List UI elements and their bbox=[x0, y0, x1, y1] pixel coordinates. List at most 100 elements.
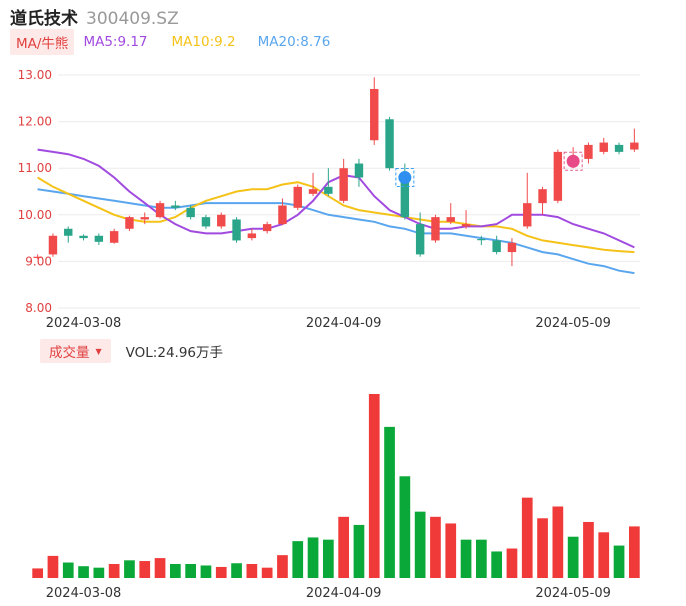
candle bbox=[125, 215, 134, 232]
candle-body bbox=[339, 168, 348, 201]
candle-body bbox=[324, 186, 333, 194]
volume-bar bbox=[460, 539, 472, 578]
candle bbox=[538, 186, 547, 215]
candle-body bbox=[507, 242, 517, 253]
candle bbox=[155, 200, 165, 219]
candle-body bbox=[201, 217, 211, 227]
candle bbox=[477, 235, 486, 246]
volume-bar bbox=[246, 563, 258, 578]
candle bbox=[201, 214, 211, 229]
candle-body bbox=[262, 224, 272, 232]
candle bbox=[262, 221, 272, 234]
volume-bar bbox=[124, 560, 135, 578]
volume-date-tick-label: 2024-05-09 bbox=[535, 586, 611, 601]
candle-body bbox=[523, 203, 532, 227]
candle bbox=[33, 254, 42, 260]
ma10-line bbox=[37, 176, 635, 254]
volume-bar bbox=[338, 516, 350, 578]
candle-body bbox=[385, 119, 394, 169]
candle-body bbox=[477, 239, 486, 241]
candle bbox=[94, 233, 104, 246]
volume-bar bbox=[567, 536, 579, 578]
volume-date-tick-label: 2024-03-08 bbox=[46, 586, 122, 601]
candle bbox=[64, 226, 73, 243]
candle-body bbox=[461, 224, 471, 227]
volume-bar bbox=[506, 548, 518, 578]
volume-bar bbox=[322, 539, 334, 578]
volume-bar bbox=[93, 567, 105, 578]
volume-bar bbox=[583, 521, 594, 578]
ma20-line bbox=[37, 188, 635, 275]
marker-dot bbox=[566, 154, 580, 168]
zhong-badge-icon bbox=[395, 168, 415, 188]
volume-bar bbox=[231, 563, 242, 578]
candle-body bbox=[370, 88, 379, 141]
candle bbox=[109, 228, 119, 244]
candle bbox=[339, 158, 348, 204]
candle bbox=[584, 142, 593, 164]
stock-code: 300409.SZ bbox=[86, 9, 179, 29]
volume-bar bbox=[169, 563, 181, 578]
volume-bar bbox=[292, 541, 304, 578]
volume-bar bbox=[368, 394, 380, 578]
candle bbox=[385, 116, 394, 171]
volume-bar bbox=[215, 566, 227, 578]
date-tick-label: 2024-05-09 bbox=[535, 316, 611, 331]
volume-indicator-button[interactable]: 成交量 ▼ bbox=[40, 339, 111, 363]
candle-body bbox=[186, 207, 195, 218]
candle-body bbox=[431, 217, 440, 241]
ma20-label: MA20:8.76 bbox=[257, 34, 331, 50]
price-tick-label: 11.00 bbox=[18, 161, 52, 175]
candle-body bbox=[33, 256, 42, 258]
marker-frame bbox=[563, 151, 583, 171]
caret-down-icon: ▼ bbox=[95, 346, 102, 356]
candle-body bbox=[584, 144, 593, 159]
volume-bar bbox=[475, 539, 487, 578]
date-tick-label: 2024-04-09 bbox=[306, 316, 382, 331]
candle bbox=[293, 184, 302, 211]
volume-bar bbox=[47, 555, 59, 578]
candle bbox=[48, 233, 58, 257]
volume-bar bbox=[78, 566, 89, 578]
volume-bar bbox=[414, 511, 426, 578]
candle-body bbox=[79, 235, 88, 239]
volume-bar bbox=[62, 562, 74, 578]
volume-legend: 成交量 ▼ VOL:24.96万手 bbox=[40, 339, 223, 363]
candle-body bbox=[354, 163, 364, 178]
volume-bar bbox=[521, 497, 533, 578]
price-tick-label: 13.00 bbox=[18, 68, 52, 82]
candle bbox=[278, 198, 287, 226]
volume-bar bbox=[353, 524, 365, 578]
candle bbox=[614, 142, 624, 155]
candle-body bbox=[247, 233, 257, 239]
candle bbox=[217, 212, 226, 229]
candle bbox=[461, 210, 471, 229]
marker-frame bbox=[395, 168, 415, 188]
candle bbox=[232, 217, 241, 243]
ma-indicator-button[interactable]: MA/牛熊 bbox=[10, 29, 75, 55]
price-tick-label: 9.00 bbox=[25, 254, 52, 268]
volume-button-label: 成交量 bbox=[49, 345, 90, 361]
date-tick-label: 2024-03-08 bbox=[46, 316, 122, 331]
candle-body bbox=[599, 142, 608, 152]
candle-body bbox=[492, 240, 501, 253]
candle bbox=[492, 235, 501, 255]
candle-body bbox=[538, 189, 547, 204]
candle-body bbox=[415, 224, 425, 255]
candle bbox=[247, 228, 257, 241]
volume-bar bbox=[445, 523, 457, 578]
volume-bar bbox=[399, 476, 411, 578]
candle bbox=[370, 77, 379, 145]
candle bbox=[431, 214, 440, 243]
volume-bar bbox=[598, 532, 610, 578]
candle bbox=[553, 149, 563, 204]
candle-body bbox=[140, 217, 149, 220]
volume-bar bbox=[185, 563, 197, 578]
candle bbox=[354, 158, 364, 187]
candle-body bbox=[171, 205, 180, 208]
ma5-line bbox=[37, 148, 635, 249]
candle bbox=[308, 172, 318, 197]
volume-bar bbox=[154, 558, 166, 578]
volume-bar bbox=[613, 545, 625, 578]
